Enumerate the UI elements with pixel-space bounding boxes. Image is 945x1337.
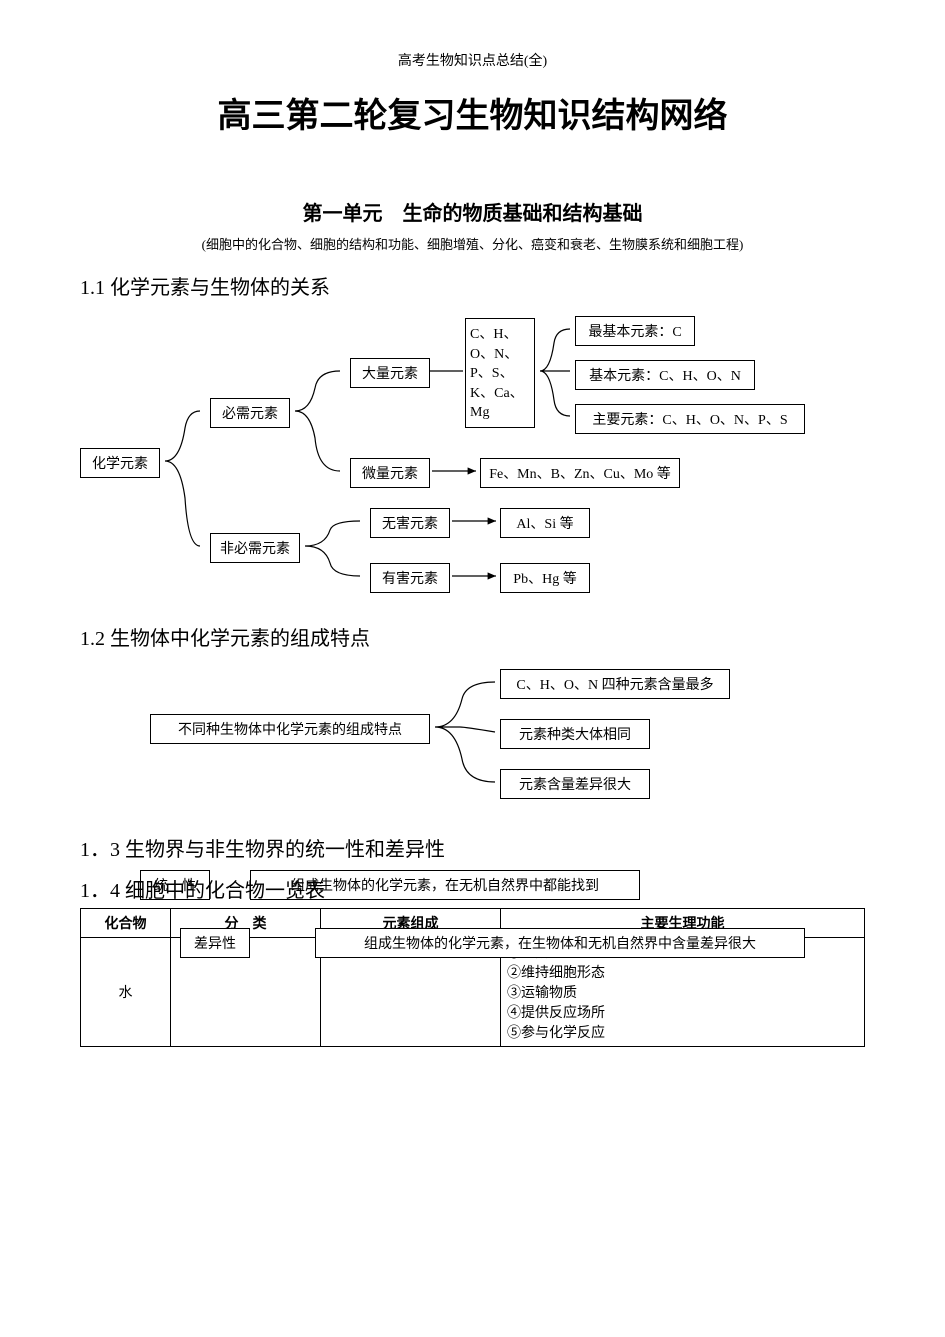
node-micro: 微量元素 bbox=[350, 458, 430, 488]
diagram-1-1: 化学元素 必需元素 非必需元素 大量元素 微量元素 无害元素 有害元素 C、H、… bbox=[80, 308, 865, 608]
node-macro-list: C、H、O、N、P、S、K、Ca、Mg bbox=[465, 318, 535, 428]
node-nonrequired: 非必需元素 bbox=[210, 533, 300, 563]
node-diff-desc: 组成生物体的化学元素，在生物体和无机自然界中含量差异很大 bbox=[315, 928, 805, 958]
node-macro: 大量元素 bbox=[350, 358, 430, 388]
unit-title: 第一单元 生命的物质基础和结构基础 bbox=[80, 197, 865, 226]
document-header: 高考生物知识点总结(全) bbox=[80, 50, 865, 70]
node-harmful-list: Pb、Hg 等 bbox=[500, 563, 590, 593]
node-basic: 基本元素：C、H、O、N bbox=[575, 360, 755, 390]
node-root: 化学元素 bbox=[80, 448, 160, 478]
node-12-c: 元素含量差异很大 bbox=[500, 769, 650, 799]
cell-water: 水 bbox=[81, 938, 171, 1047]
node-12-root: 不同种生物体中化学元素的组成特点 bbox=[150, 714, 430, 744]
main-title: 高三第二轮复习生物知识结构网络 bbox=[80, 88, 865, 137]
node-most-basic: 最基本元素：C bbox=[575, 316, 695, 346]
section-1-3-heading: 1．3 生物界与非生物界的统一性和差异性 bbox=[80, 833, 865, 862]
node-harmful: 有害元素 bbox=[370, 563, 450, 593]
section-1-1-heading: 1.1 化学元素与生物体的关系 bbox=[80, 271, 865, 300]
unit-subtitle: (细胞中的化合物、细胞的结构和功能、细胞增殖、分化、癌变和衰老、生物膜系统和细胞… bbox=[80, 234, 865, 253]
diagram-1-3-1-4: 统一性 组成生物体的化学元素，在无机自然界中都能找到 1．4 细胞中的化合物一览… bbox=[80, 870, 865, 1090]
diagram-1-2: 不同种生物体中化学元素的组成特点 C、H、O、N 四种元素含量最多 元素种类大体… bbox=[80, 659, 865, 819]
th-compound: 化合物 bbox=[81, 909, 171, 938]
section-1-2-heading: 1.2 生物体中化学元素的组成特点 bbox=[80, 622, 865, 651]
section-1-4-heading: 1．4 细胞中的化合物一览表 bbox=[80, 874, 325, 903]
node-12-b: 元素种类大体相同 bbox=[500, 719, 650, 749]
node-12-a: C、H、O、N 四种元素含量最多 bbox=[500, 669, 730, 699]
node-micro-list: Fe、Mn、B、Zn、Cu、Mo 等 bbox=[480, 458, 680, 488]
node-required: 必需元素 bbox=[210, 398, 290, 428]
node-main: 主要元素：C、H、O、N、P、S bbox=[575, 404, 805, 434]
node-harmless: 无害元素 bbox=[370, 508, 450, 538]
node-harmless-list: Al、Si 等 bbox=[500, 508, 590, 538]
node-diff: 差异性 bbox=[180, 928, 250, 958]
